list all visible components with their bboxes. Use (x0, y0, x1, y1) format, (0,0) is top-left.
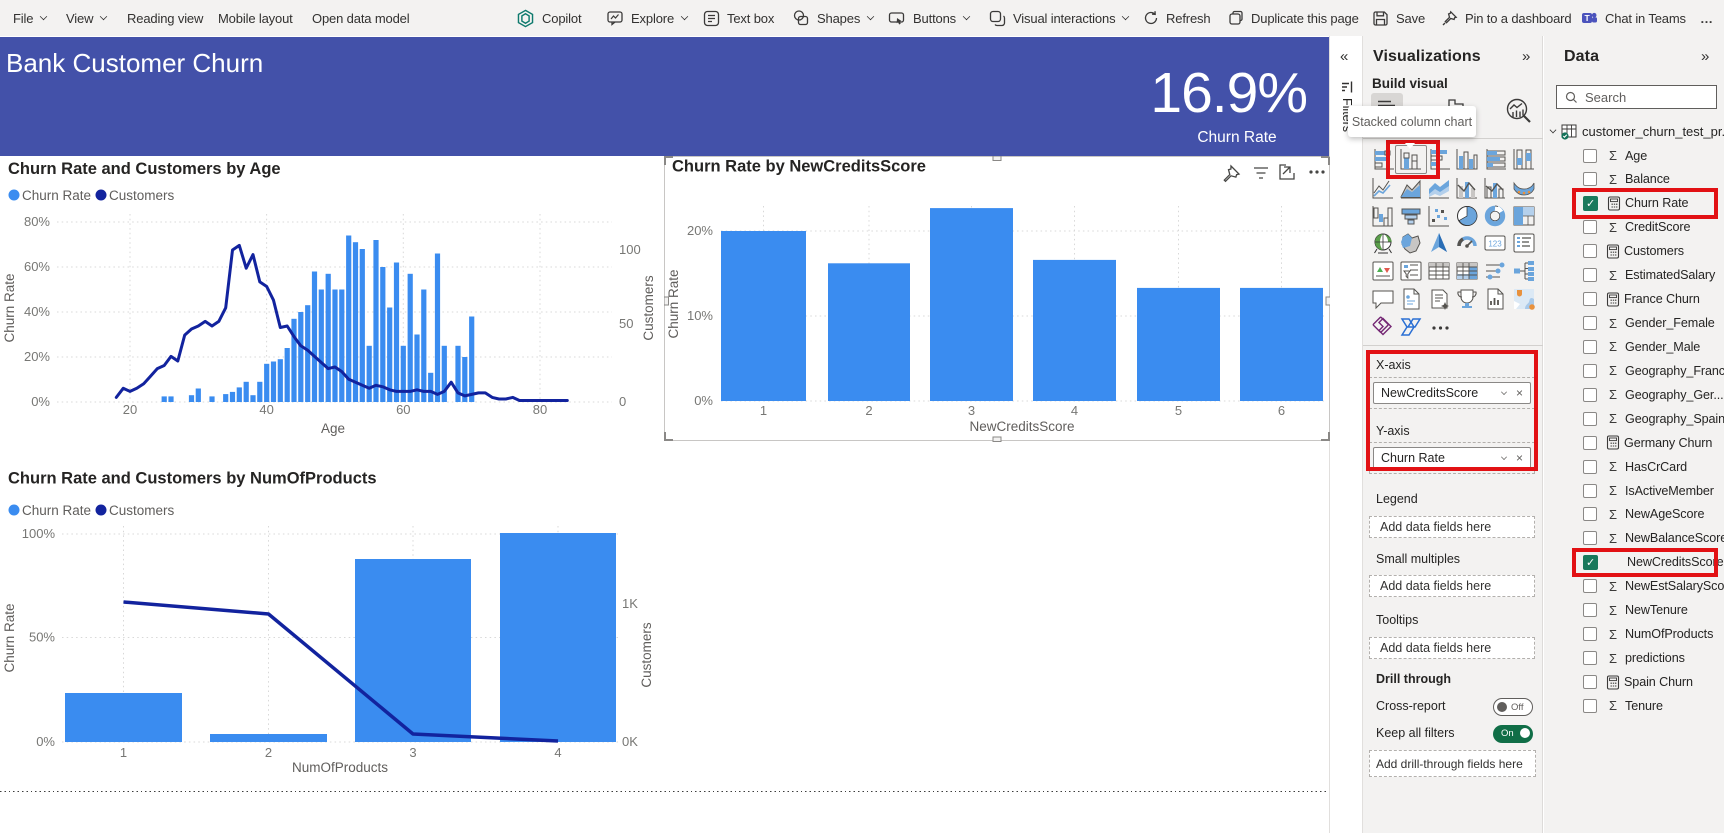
svg-text:100%: 100% (22, 526, 56, 541)
svg-text:50%: 50% (29, 630, 55, 645)
svg-text:NumOfProducts: NumOfProducts (292, 760, 388, 775)
svg-text:6: 6 (1278, 403, 1285, 418)
svg-text:1: 1 (120, 745, 127, 760)
svg-text:3: 3 (409, 745, 416, 760)
svg-text:40: 40 (259, 402, 273, 417)
svg-text:4: 4 (554, 745, 561, 760)
svg-text:4: 4 (1071, 403, 1078, 418)
svg-text:50: 50 (619, 316, 633, 331)
svg-text:5: 5 (1175, 403, 1182, 418)
svg-text:0%: 0% (31, 394, 50, 409)
svg-text:80%: 80% (24, 214, 50, 229)
svg-text:1K: 1K (622, 596, 638, 611)
svg-text:T: T (1584, 13, 1590, 23)
svg-text:Churn Rate by NewCreditsScore: Churn Rate by NewCreditsScore (672, 158, 926, 176)
svg-text:Customers: Customers (109, 188, 175, 203)
svg-text:0%: 0% (694, 393, 713, 408)
svg-text:100: 100 (619, 242, 641, 257)
svg-text:NewCreditsScore: NewCreditsScore (969, 419, 1074, 434)
svg-text:0: 0 (619, 394, 626, 409)
svg-text:60: 60 (396, 402, 410, 417)
svg-text:60%: 60% (24, 259, 50, 274)
svg-text:20%: 20% (687, 223, 713, 238)
svg-text:20: 20 (123, 402, 137, 417)
svg-text:40%: 40% (24, 304, 50, 319)
svg-text:Age: Age (321, 421, 345, 436)
svg-text:0K: 0K (622, 734, 638, 749)
svg-text:Churn Rate and Customers by Nu: Churn Rate and Customers by NumOfProduct… (8, 470, 377, 488)
svg-text:Churn Rate: Churn Rate (22, 503, 91, 518)
svg-text:Churn Rate: Churn Rate (666, 269, 681, 338)
svg-text:2: 2 (265, 745, 272, 760)
svg-text:Churn Rate: Churn Rate (2, 273, 17, 342)
svg-text:Churn Rate: Churn Rate (22, 188, 91, 203)
svg-text:2: 2 (865, 403, 872, 418)
svg-text:Churn Rate and Customers by Ag: Churn Rate and Customers by Age (8, 160, 281, 178)
svg-text:Customers: Customers (109, 503, 175, 518)
svg-text:1: 1 (760, 403, 767, 418)
svg-text:Customers: Customers (639, 622, 654, 688)
svg-text:Churn Rate: Churn Rate (2, 603, 17, 672)
svg-text:80: 80 (533, 402, 547, 417)
svg-text:10%: 10% (687, 308, 713, 323)
svg-text:20%: 20% (24, 349, 50, 364)
svg-text:Customers: Customers (641, 275, 656, 341)
svg-text:123: 123 (1488, 240, 1502, 249)
svg-text:3: 3 (968, 403, 975, 418)
svg-text:0%: 0% (36, 734, 55, 749)
